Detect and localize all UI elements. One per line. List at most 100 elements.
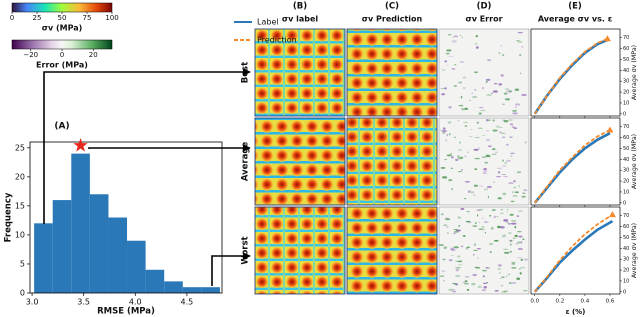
error-speckle bbox=[512, 191, 514, 194]
error-speckle bbox=[454, 260, 458, 262]
error-speckle bbox=[505, 159, 511, 162]
error-speckle bbox=[458, 149, 463, 151]
error-speckle bbox=[459, 35, 462, 37]
error-speckle bbox=[500, 132, 506, 134]
x-axis-label: RMSE (MPa) bbox=[97, 307, 155, 317]
error-speckle bbox=[514, 191, 519, 194]
stress-map bbox=[254, 28, 346, 117]
error-speckle bbox=[512, 237, 516, 240]
error-speckle bbox=[457, 155, 460, 158]
panel-title: Average σv vs. ε bbox=[538, 15, 612, 24]
colorbar-label: σv (MPa) bbox=[42, 24, 83, 33]
error-speckle bbox=[455, 158, 459, 162]
error-speckle bbox=[485, 78, 491, 81]
error-speckle bbox=[473, 253, 475, 256]
legend: Label Prediction bbox=[234, 18, 297, 45]
error-speckle bbox=[450, 152, 452, 155]
y-tick-label: 10 bbox=[15, 230, 25, 239]
error-speckle bbox=[457, 216, 461, 219]
error-speckle bbox=[473, 88, 477, 91]
error-speckle bbox=[491, 153, 497, 155]
error-speckle bbox=[477, 257, 479, 259]
error-speckle bbox=[524, 258, 528, 261]
error-speckle bbox=[473, 71, 476, 73]
error-speckle bbox=[446, 154, 452, 157]
error-speckle bbox=[458, 225, 461, 227]
error-speckle bbox=[493, 239, 499, 242]
error-speckle bbox=[457, 264, 463, 266]
error-speckle bbox=[477, 147, 481, 150]
error-speckle bbox=[500, 74, 504, 77]
error-speckle bbox=[438, 244, 444, 246]
error-speckle bbox=[459, 61, 464, 64]
error-speckle bbox=[451, 291, 457, 293]
error-speckle bbox=[491, 227, 494, 230]
error-speckle bbox=[457, 157, 464, 160]
error-speckle bbox=[461, 245, 463, 248]
error-speckle bbox=[485, 154, 490, 158]
error-speckle bbox=[504, 88, 510, 91]
panel-letter: (B) bbox=[293, 2, 307, 12]
error-speckle bbox=[478, 209, 484, 211]
error-speckle bbox=[475, 267, 481, 269]
error-speckle bbox=[496, 125, 500, 128]
error-speckle bbox=[461, 168, 463, 172]
colorbar-tick-label: 20 bbox=[89, 51, 98, 59]
y-tick-label: 10 bbox=[623, 278, 629, 284]
error-speckle bbox=[503, 290, 509, 292]
end-marker bbox=[608, 211, 616, 218]
error-speckle bbox=[511, 267, 517, 269]
y-tick-label: 20 bbox=[623, 179, 629, 185]
series-line bbox=[534, 129, 611, 204]
error-speckle bbox=[464, 276, 470, 278]
error-speckle bbox=[486, 186, 492, 189]
error-speckle bbox=[509, 250, 512, 253]
error-speckle bbox=[442, 258, 446, 261]
error-speckle bbox=[499, 212, 505, 214]
error-speckle bbox=[513, 180, 516, 183]
error-speckle bbox=[522, 192, 525, 194]
y-tick-label: 20 bbox=[15, 172, 25, 181]
error-speckle bbox=[501, 291, 507, 293]
error-speckle bbox=[464, 180, 471, 183]
error-speckle bbox=[509, 213, 514, 216]
x-tick-label: 4.5 bbox=[181, 298, 194, 307]
bar bbox=[34, 223, 53, 293]
error-speckle bbox=[476, 248, 481, 250]
error-speckle bbox=[450, 167, 453, 170]
error-speckle bbox=[444, 159, 447, 160]
error-speckle bbox=[487, 119, 491, 122]
error-speckle bbox=[475, 34, 478, 38]
error-speckle bbox=[516, 171, 522, 174]
error-speckle bbox=[482, 134, 486, 136]
y-tick-label: 70 bbox=[623, 124, 629, 130]
error-speckle bbox=[451, 37, 454, 39]
error-speckle bbox=[476, 209, 481, 211]
error-speckle bbox=[453, 246, 459, 249]
x-axis-label: ε (%) bbox=[566, 308, 586, 316]
error-speckle bbox=[517, 210, 523, 212]
error-speckle bbox=[517, 257, 523, 259]
star-marker bbox=[73, 138, 88, 152]
error-speckle bbox=[448, 259, 453, 262]
stress-map bbox=[346, 117, 438, 206]
error-speckle bbox=[448, 179, 453, 182]
error-speckle bbox=[497, 225, 501, 229]
error-speckle bbox=[453, 232, 456, 235]
error-speckle bbox=[462, 87, 466, 89]
error-speckle bbox=[476, 121, 479, 124]
error-speckle bbox=[456, 255, 461, 258]
error-speckle bbox=[520, 267, 526, 269]
error-speckle bbox=[461, 36, 463, 39]
error-speckle bbox=[496, 216, 499, 218]
error-speckle bbox=[483, 168, 487, 171]
y-axis-label: Average σv (MPa) bbox=[631, 223, 638, 278]
error-speckle bbox=[474, 168, 478, 171]
error-speckle bbox=[504, 162, 508, 164]
stress-map bbox=[254, 206, 346, 295]
error-speckle bbox=[503, 92, 508, 95]
panel-title: σv Error bbox=[465, 15, 502, 24]
error-speckle bbox=[464, 155, 467, 157]
error-speckle bbox=[506, 209, 509, 210]
error-speckle bbox=[500, 285, 504, 287]
